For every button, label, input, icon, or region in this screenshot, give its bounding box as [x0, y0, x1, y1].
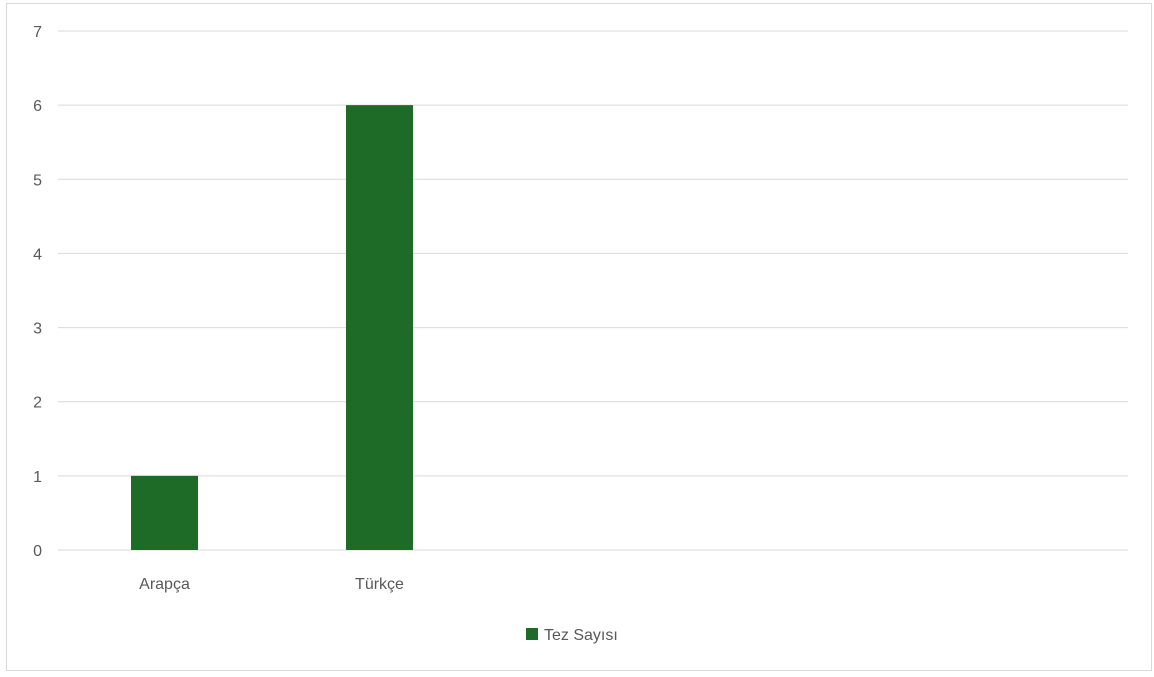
bar-0: [131, 475, 198, 550]
y-tick-label: 7: [33, 24, 42, 41]
y-tick-label: 4: [33, 246, 42, 263]
y-tick-label: 5: [33, 172, 42, 189]
gridlines: [58, 30, 1128, 551]
legend-label-tez-sayisi: Tez Sayısı: [544, 627, 618, 644]
chart-frame: [6, 3, 1152, 671]
y-tick-label: 3: [33, 321, 42, 338]
bar-1: [346, 105, 413, 551]
y-tick-label: 2: [33, 395, 42, 412]
legend: Tez Sayısı: [526, 627, 618, 644]
x-tick-label: Arapça: [139, 576, 190, 593]
y-tick-label: 0: [33, 543, 42, 560]
x-axis-ticks: Arapça Türkçe: [139, 576, 404, 593]
legend-swatch: [526, 628, 538, 640]
y-tick-label: 6: [33, 98, 42, 115]
y-axis-ticks: 0 1 2 3 4 5 6 7: [33, 24, 42, 560]
y-tick-label: 1: [33, 469, 42, 486]
x-tick-label: Türkçe: [355, 576, 404, 593]
bars: [131, 105, 413, 551]
